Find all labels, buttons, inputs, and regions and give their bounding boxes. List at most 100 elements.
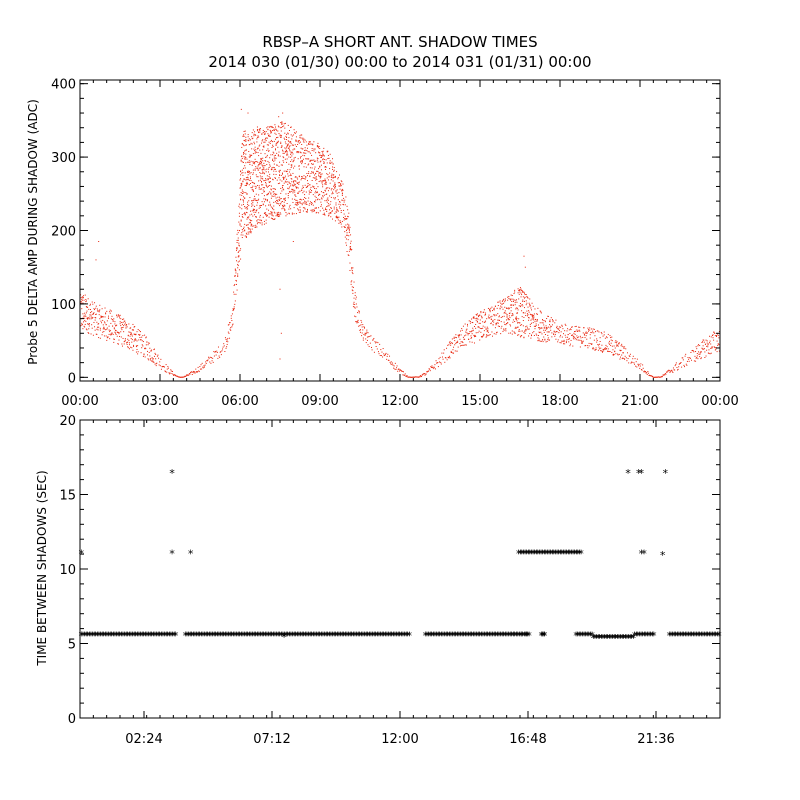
amp-point	[249, 182, 251, 184]
amp-point	[300, 141, 302, 143]
amp-point	[617, 345, 619, 347]
amp-point	[450, 350, 452, 352]
amp-point	[140, 339, 142, 341]
amp-point	[709, 342, 711, 344]
amp-point	[380, 349, 382, 351]
amp-point	[462, 344, 464, 346]
amp-point	[274, 195, 276, 197]
amp-point	[554, 333, 556, 335]
amp-point	[501, 303, 503, 305]
times-point: *	[251, 630, 258, 643]
amp-point	[704, 343, 706, 345]
amp-point	[290, 160, 292, 162]
amp-point	[240, 199, 242, 201]
amp-point	[283, 178, 285, 180]
amp-point	[244, 158, 246, 160]
amp-point	[550, 326, 552, 328]
amp-point	[253, 135, 255, 137]
amp-point	[560, 326, 562, 328]
amp-point	[334, 197, 336, 199]
amp-point	[467, 334, 469, 336]
amp-point	[338, 192, 340, 194]
amp-point	[153, 348, 155, 350]
amp-point	[537, 335, 539, 337]
amp-point	[202, 366, 204, 368]
amp-point	[603, 350, 605, 352]
amp-point	[176, 375, 178, 377]
amp-point	[556, 331, 558, 333]
amp-point	[258, 145, 260, 147]
amp-point	[286, 150, 288, 152]
amp-point	[249, 231, 251, 233]
amp-point	[584, 345, 586, 347]
amp-point	[668, 370, 670, 372]
amp-point	[272, 215, 274, 217]
amp-point	[588, 329, 590, 331]
amp-point	[528, 328, 530, 330]
amp-point	[295, 146, 297, 147]
amp-point	[664, 372, 666, 374]
amp-point	[456, 350, 458, 352]
amp-point	[579, 326, 581, 328]
amp-point	[541, 327, 543, 329]
amp-point	[245, 183, 247, 185]
amp-point	[85, 312, 87, 314]
amp-point	[284, 210, 286, 212]
times-x-tick-label: 07:12	[253, 732, 290, 747]
amp-point	[485, 320, 487, 322]
amp-point	[290, 153, 292, 155]
amp-point	[262, 160, 264, 162]
amp-point	[448, 342, 450, 344]
amp-point	[572, 337, 574, 339]
times-point: *	[262, 630, 269, 643]
amp-point	[337, 210, 339, 212]
amp-point	[710, 352, 712, 354]
amp-point	[242, 161, 244, 163]
amp-point	[319, 166, 321, 168]
amp-point	[703, 339, 705, 341]
amp-point	[499, 300, 501, 302]
times-point: *	[679, 630, 686, 643]
amp-point	[515, 307, 517, 309]
amp-point	[469, 341, 471, 343]
times-point: *	[625, 467, 632, 480]
amp-point	[344, 226, 346, 228]
times-point: *	[454, 630, 461, 643]
amp-point	[306, 186, 308, 188]
amp-point	[258, 180, 260, 182]
times-point: *	[582, 630, 589, 643]
amp-point	[87, 306, 89, 308]
amp-point	[280, 143, 282, 145]
amp-point	[247, 171, 249, 173]
amp-point	[495, 333, 497, 335]
amp-point	[520, 335, 522, 337]
amp-point	[96, 310, 98, 312]
amp-point	[598, 331, 600, 333]
times-point: *	[706, 630, 713, 643]
times-point: *	[401, 630, 408, 643]
amp-point	[273, 173, 275, 175]
amp-point	[134, 339, 136, 341]
times-point: *	[216, 630, 223, 643]
amp-point	[277, 155, 279, 157]
times-point: *	[456, 630, 463, 643]
amp-point	[316, 183, 318, 185]
amp-point	[432, 367, 434, 369]
amp-point	[99, 337, 101, 339]
amp-point	[480, 331, 482, 333]
amp-point	[276, 212, 278, 214]
amp-point	[287, 154, 289, 156]
amp-point	[271, 212, 273, 214]
amp-point	[321, 180, 323, 182]
amp-point	[238, 244, 240, 246]
amp-point	[533, 317, 535, 319]
amp-point	[255, 210, 257, 212]
times-y-axis-label: TIME BETWEEN SHADOWS (SEC)	[35, 470, 49, 666]
amp-point	[326, 206, 328, 208]
amp-point	[359, 325, 361, 327]
amp-point	[521, 290, 523, 292]
amp-point	[266, 175, 268, 177]
amp-point	[270, 192, 272, 194]
amp-point	[346, 228, 348, 230]
amp-point	[303, 175, 305, 177]
